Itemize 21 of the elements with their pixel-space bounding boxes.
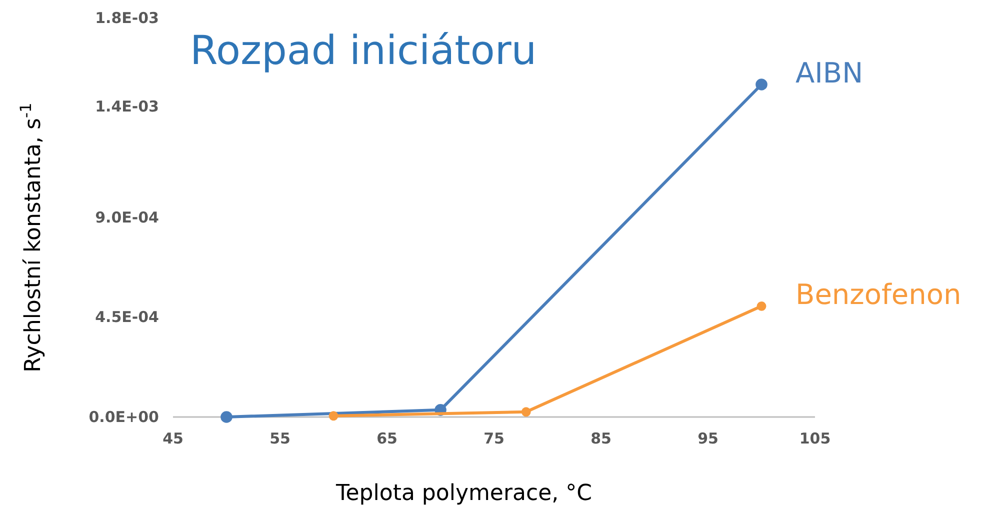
y-tick-label: 9.0E-04 — [95, 208, 159, 226]
point — [220, 411, 232, 423]
point — [756, 78, 768, 90]
point — [521, 407, 531, 417]
y-tick-label: 4.5E-04 — [95, 308, 159, 326]
x-tick-label: 75 — [484, 430, 504, 448]
x-tick-label: 45 — [162, 430, 184, 448]
x-tick-label: 65 — [376, 430, 398, 448]
series-label: AIBN — [796, 56, 864, 90]
x-tick-label: 105 — [799, 430, 831, 448]
chart-title: Rozpad iniciátoru — [190, 28, 537, 74]
x-tick-label: 95 — [698, 430, 718, 448]
point — [328, 411, 338, 421]
y-tick-label: 0.0E+00 — [88, 408, 159, 426]
point — [756, 301, 766, 311]
y-tick-label: 1.4E-03 — [95, 97, 159, 116]
x-tick-label: 85 — [590, 430, 612, 448]
x-tick-label: 55 — [270, 430, 290, 448]
y-tick-label: 1.8E-03 — [95, 8, 159, 27]
x-axis-title: Teplota polymerace, °C — [335, 481, 592, 506]
series-label: Benzofenon — [796, 278, 962, 312]
